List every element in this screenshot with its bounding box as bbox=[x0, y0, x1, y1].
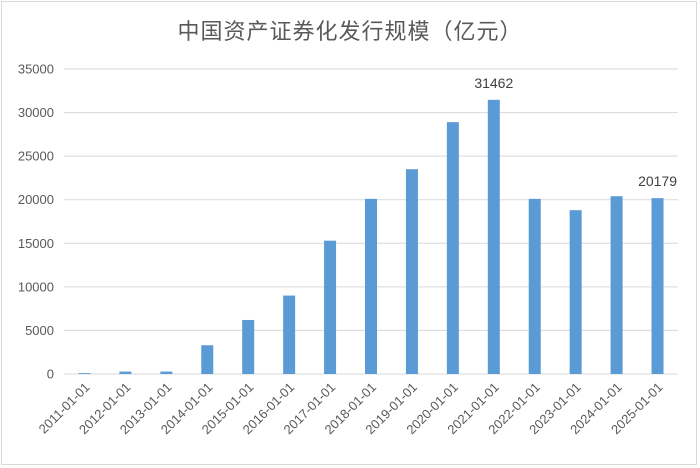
bar bbox=[365, 198, 377, 374]
y-tick-label: 5000 bbox=[25, 323, 54, 338]
bar bbox=[78, 373, 91, 374]
bar bbox=[528, 198, 541, 374]
data-label: 20179 bbox=[638, 173, 677, 189]
data-label: 31462 bbox=[474, 75, 513, 91]
y-tick-label: 10000 bbox=[18, 279, 54, 294]
y-tick-label: 35000 bbox=[18, 62, 54, 77]
chart-title: 中国资产证券化发行规模（亿元） bbox=[177, 20, 523, 45]
bar bbox=[405, 169, 418, 374]
bar bbox=[487, 99, 500, 374]
bar bbox=[324, 240, 337, 374]
bar bbox=[569, 210, 582, 374]
bar bbox=[160, 371, 173, 374]
y-tick-label: 20000 bbox=[18, 192, 54, 207]
bar bbox=[119, 371, 132, 374]
bar bbox=[610, 196, 623, 374]
bar bbox=[651, 198, 664, 374]
y-tick-label: 30000 bbox=[18, 105, 54, 120]
bar bbox=[242, 319, 255, 374]
bar bbox=[446, 122, 459, 375]
bar bbox=[283, 295, 296, 374]
bar bbox=[201, 345, 214, 374]
y-tick-label: 15000 bbox=[18, 236, 54, 251]
y-tick-label: 25000 bbox=[18, 149, 54, 164]
y-tick-label: 0 bbox=[47, 367, 54, 382]
